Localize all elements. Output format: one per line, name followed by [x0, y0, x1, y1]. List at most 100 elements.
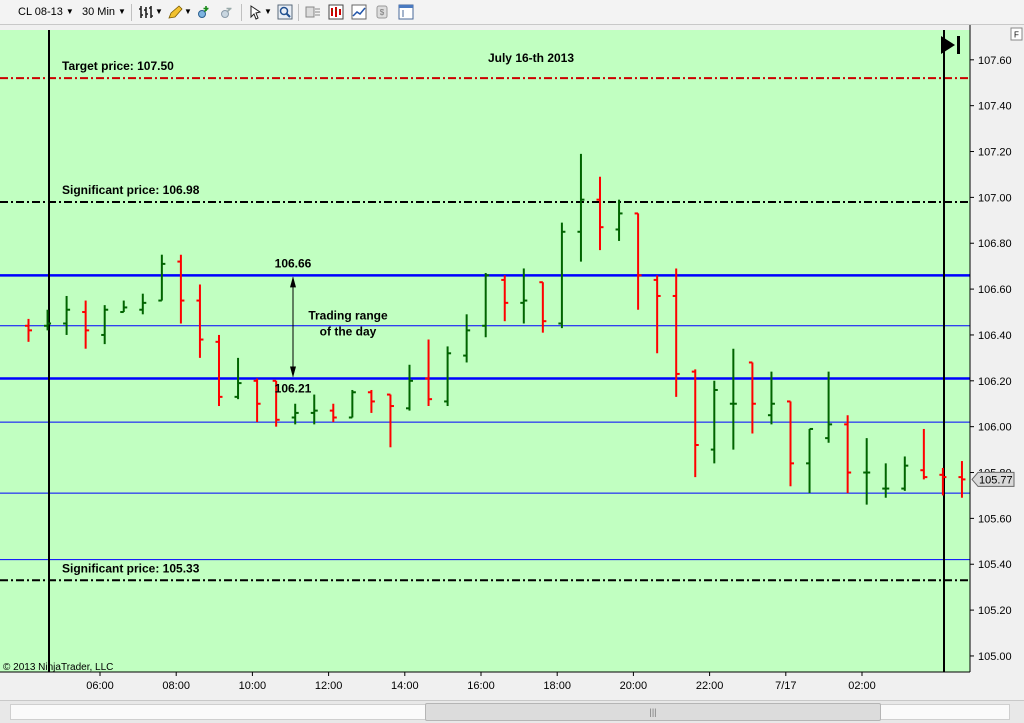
svg-text:F: F [1014, 31, 1019, 40]
ohlc-bar[interactable] [844, 415, 852, 494]
go-to-end-icon[interactable] [941, 36, 960, 54]
ohlc-bar[interactable] [806, 427, 814, 494]
ohlc-bar[interactable] [482, 273, 490, 338]
ohlc-bar[interactable] [291, 403, 299, 425]
instrument-selector[interactable]: CL 08-13 ▼ [18, 3, 74, 21]
ohlc-bar[interactable] [634, 212, 642, 310]
ohlc-bar[interactable] [367, 389, 375, 413]
bar-style-icon[interactable] [138, 4, 154, 20]
chart-toolbar: CL 08-13 ▼ 30 Min ▼ ▼ ▼ ▼ $ [0, 0, 1024, 25]
price-level-label: Significant price: 106.98 [62, 183, 200, 197]
ohlc-bar[interactable] [939, 467, 947, 496]
ohlc-bar[interactable] [520, 268, 528, 324]
ohlc-bar[interactable] [558, 222, 566, 329]
ohlc-bar[interactable] [101, 305, 109, 345]
panel-toggle-button[interactable]: F [1010, 27, 1023, 41]
ohlc-bar[interactable] [196, 284, 204, 358]
ohlc-bar[interactable] [120, 300, 128, 314]
ohlc-bar[interactable] [710, 380, 718, 464]
ohlc-bar[interactable] [825, 371, 833, 443]
ohlc-bar[interactable] [348, 389, 356, 419]
x-axis-tick-label: 06:00 [86, 680, 114, 692]
ohlc-bar[interactable] [63, 295, 71, 335]
ohlc-bar[interactable] [425, 339, 433, 407]
arrow-down-icon [290, 366, 296, 378]
ohlc-bar[interactable] [787, 400, 794, 487]
interval-label: 30 Min [82, 6, 116, 18]
ohlc-bar[interactable] [863, 438, 871, 505]
zoom-out-icon[interactable] [219, 4, 235, 20]
strategy-icon[interactable] [328, 4, 344, 20]
price-level-label: Target price: 107.50 [62, 59, 174, 73]
last-price-label: 105.77 [979, 474, 1013, 486]
ohlc-bar[interactable] [901, 456, 909, 491]
price-chart-panel[interactable]: Target price: 107.50 Significant price: 1… [0, 25, 1024, 700]
ohlc-bar[interactable] [691, 369, 699, 478]
x-axis-tick-label: 22:00 [696, 680, 724, 692]
instrument-label: CL 08-13 [18, 6, 63, 18]
ohlc-bar[interactable] [767, 371, 775, 425]
pencil-draw-icon[interactable] [167, 4, 183, 20]
last-price-marker: 105.77 [971, 471, 1015, 487]
ohlc-bar[interactable] [253, 378, 261, 423]
ohlc-bar[interactable] [958, 461, 966, 498]
chart-title: July 16-th 2013 [488, 51, 574, 65]
chevron-down-icon: ▼ [65, 7, 74, 17]
zoom-in-icon[interactable] [196, 4, 212, 20]
ohlc-bar[interactable] [234, 357, 242, 400]
chevron-down-icon[interactable]: ▼ [155, 7, 163, 16]
ohlc-bar[interactable] [406, 364, 413, 411]
toolbar-divider [241, 4, 242, 21]
interval-selector[interactable]: 30 Min ▼ [82, 3, 126, 21]
y-axis-tick-label: 105.40 [978, 559, 1012, 571]
ohlc-bar[interactable] [139, 293, 147, 315]
chevron-down-icon[interactable]: ▼ [264, 7, 272, 16]
ohlc-bar[interactable] [596, 176, 604, 251]
ohlc-bar[interactable] [158, 254, 166, 302]
ohlc-bar[interactable] [272, 379, 280, 427]
chart-trader-icon[interactable] [398, 4, 414, 20]
x-axis-tick-label: 08:00 [162, 680, 190, 692]
y-axis-tick-label: 105.20 [978, 605, 1012, 617]
properties-icon[interactable] [305, 4, 321, 20]
ohlc-bar[interactable] [882, 463, 890, 498]
ohlc-bar[interactable] [215, 334, 223, 407]
ohlc-bar[interactable] [615, 199, 623, 241]
pointer-icon[interactable] [248, 4, 264, 20]
indicator-icon[interactable] [351, 4, 367, 20]
ohlc-bar[interactable] [920, 428, 928, 480]
magnifier-icon[interactable] [277, 4, 293, 20]
ohlc-bar[interactable] [44, 309, 52, 331]
ohlc-bar[interactable] [25, 318, 32, 342]
toolbar-divider [298, 4, 299, 21]
y-axis-tick-label: 106.00 [978, 422, 1012, 434]
ohlc-bar[interactable] [310, 394, 318, 425]
ohlc-bar[interactable] [82, 300, 90, 349]
plot-area [0, 30, 970, 672]
y-axis-tick-label: 105.00 [978, 651, 1012, 663]
data-box-icon[interactable]: $ [374, 4, 390, 20]
ohlc-bar[interactable] [177, 254, 185, 324]
price-chart[interactable]: Target price: 107.50 Significant price: 1… [0, 25, 1024, 700]
x-axis-tick-label: 7/17 [775, 680, 796, 692]
chevron-down-icon: ▼ [118, 7, 126, 17]
scroll-thumb[interactable]: ||| [425, 703, 881, 721]
ohlc-bar[interactable] [748, 361, 756, 434]
ohlc-bar[interactable] [501, 275, 509, 322]
ohlc-bar[interactable] [329, 403, 337, 423]
grip-icon: ||| [649, 707, 657, 717]
chevron-down-icon[interactable]: ▼ [184, 7, 192, 16]
ohlc-bar[interactable] [386, 393, 394, 448]
svg-text:$: $ [380, 8, 385, 17]
ohlc-bar[interactable] [577, 153, 585, 262]
ohlc-bar[interactable] [463, 314, 471, 363]
horizontal-scrollbar[interactable]: ||| [0, 700, 1024, 723]
ohlc-bar[interactable] [444, 346, 452, 407]
ohlc-bar[interactable] [672, 268, 680, 397]
annotation-text: of the day [320, 324, 377, 338]
ohlc-bar[interactable] [729, 348, 737, 450]
ohlc-bar[interactable] [539, 281, 547, 333]
ohlc-bar[interactable] [653, 275, 661, 354]
y-axis-tick-label: 106.40 [978, 330, 1012, 342]
x-axis-tick-label: 14:00 [391, 680, 419, 692]
